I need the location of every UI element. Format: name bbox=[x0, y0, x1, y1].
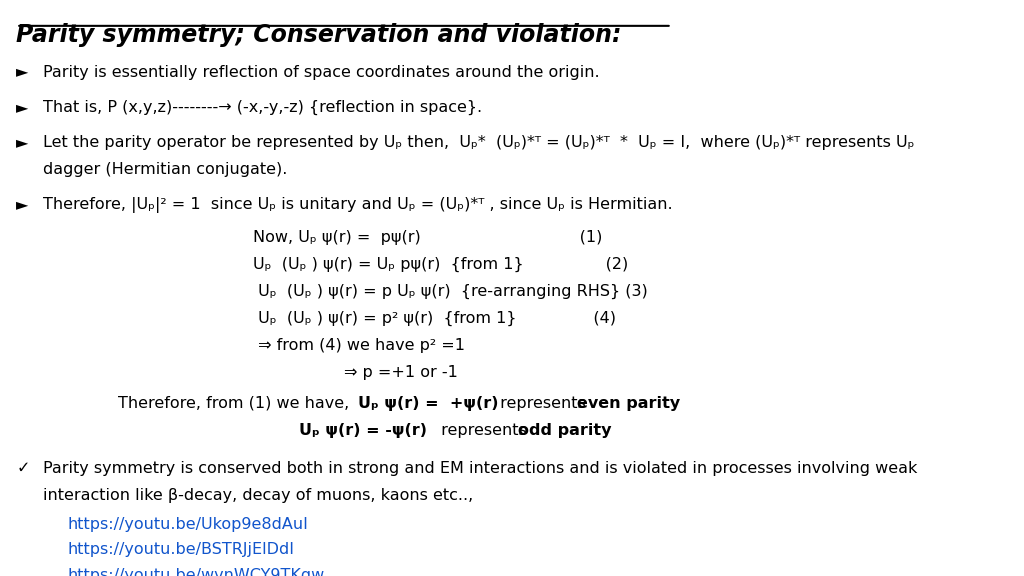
Text: ►: ► bbox=[16, 100, 29, 115]
Text: .: . bbox=[666, 396, 671, 411]
Text: Uₚ  (Uₚ ) ψ(r) = p² ψ(r)  {from 1}               (4): Uₚ (Uₚ ) ψ(r) = p² ψ(r) {from 1} (4) bbox=[253, 311, 616, 326]
Text: odd parity: odd parity bbox=[518, 423, 611, 438]
Text: ✓: ✓ bbox=[16, 461, 30, 476]
Text: Therefore, |Uₚ|² = 1  since Uₚ is unitary and Uₚ = (Uₚ)*ᵀ , since Uₚ is Hermitia: Therefore, |Uₚ|² = 1 since Uₚ is unitary… bbox=[43, 197, 673, 213]
Text: .: . bbox=[595, 423, 600, 438]
Text: represents: represents bbox=[436, 423, 532, 438]
Text: That is, P (x,y,z)--------→ (-x,-y,-z) {reflection in space}.: That is, P (x,y,z)--------→ (-x,-y,-z) {… bbox=[43, 100, 482, 115]
Text: Parity symmetry is conserved both in strong and EM interactions and is violated : Parity symmetry is conserved both in str… bbox=[43, 461, 918, 476]
Text: represents: represents bbox=[496, 396, 591, 411]
Text: Let the parity operator be represented by Uₚ then,  Uₚ*  (Uₚ)*ᵀ = (Uₚ)*ᵀ  *  Uₚ : Let the parity operator be represented b… bbox=[43, 135, 915, 150]
Text: ►: ► bbox=[16, 65, 29, 79]
Text: interaction like β-decay, decay of muons, kaons etc..,: interaction like β-decay, decay of muons… bbox=[43, 488, 474, 503]
Text: ⇒ p =+1 or -1: ⇒ p =+1 or -1 bbox=[344, 365, 458, 380]
Text: ►: ► bbox=[16, 197, 29, 212]
Text: Parity is essentially reflection of space coordinates around the origin.: Parity is essentially reflection of spac… bbox=[43, 65, 600, 79]
Text: ►: ► bbox=[16, 135, 29, 150]
Text: dagger (Hermitian conjugate).: dagger (Hermitian conjugate). bbox=[43, 162, 288, 177]
Text: Uₚ ψ(r) = -ψ(r): Uₚ ψ(r) = -ψ(r) bbox=[299, 423, 427, 438]
Text: https://youtu.be/wvnWCY9TKgw: https://youtu.be/wvnWCY9TKgw bbox=[68, 569, 326, 576]
Text: Therefore, from (1) we have,: Therefore, from (1) we have, bbox=[118, 396, 354, 411]
Text: Parity symmetry; Conservation and violation:: Parity symmetry; Conservation and violat… bbox=[16, 23, 622, 47]
Text: ⇒ from (4) we have p² =1: ⇒ from (4) we have p² =1 bbox=[253, 338, 466, 353]
Text: Uₚ  (Uₚ ) ψ(r) = p Uₚ ψ(r)  {re-arranging RHS} (3): Uₚ (Uₚ ) ψ(r) = p Uₚ ψ(r) {re-arranging … bbox=[253, 284, 648, 300]
Text: https://youtu.be/BSTRJjElDdI: https://youtu.be/BSTRJjElDdI bbox=[68, 543, 295, 558]
Text: even parity: even parity bbox=[577, 396, 680, 411]
Text: Uₚ ψ(r) =  +ψ(r): Uₚ ψ(r) = +ψ(r) bbox=[357, 396, 498, 411]
Text: Uₚ  (Uₚ ) ψ(r) = Uₚ pψ(r)  {from 1}                (2): Uₚ (Uₚ ) ψ(r) = Uₚ pψ(r) {from 1} (2) bbox=[253, 257, 629, 272]
Text: Now, Uₚ ψ(r) =  pψ(r)                               (1): Now, Uₚ ψ(r) = pψ(r) (1) bbox=[253, 230, 603, 245]
Text: https://youtu.be/Ukop9e8dAuI: https://youtu.be/Ukop9e8dAuI bbox=[68, 517, 309, 532]
